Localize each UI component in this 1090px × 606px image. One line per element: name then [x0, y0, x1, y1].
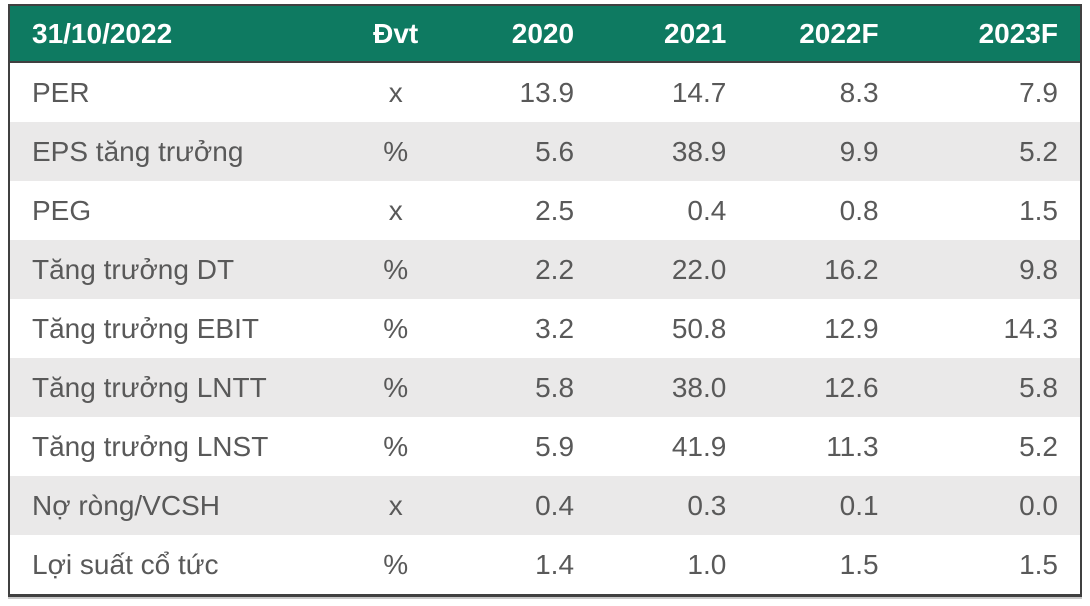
metric-unit: % [383, 430, 409, 462]
table-header: 31/10/2022 Đvt 2020 2021 2022F 2023F [9, 5, 1081, 63]
value-2021: 38.9 [671, 135, 727, 167]
value-2022f: 12.9 [824, 312, 879, 344]
table-row: Lợi suất cổ tức % 1.4 1.0 1.5 1.5 [9, 535, 1081, 596]
value-2022f: 0.1 [839, 489, 879, 521]
value-2020: 13.9 [519, 76, 575, 108]
metric-unit: % [383, 371, 409, 403]
metric-unit: % [383, 312, 409, 344]
table-row: PER x 13.9 14.7 8.3 7.9 [9, 62, 1081, 122]
value-2021: 1.0 [687, 548, 727, 580]
value-2023f: 7.9 [1019, 76, 1058, 108]
metric-label: PER [32, 76, 90, 108]
value-2020: 2.5 [535, 194, 575, 226]
value-2023f: 5.2 [1019, 135, 1058, 167]
table-row: Tăng trưởng LNTT % 5.8 38.0 12.6 5.8 [9, 358, 1081, 417]
table-row: Tăng trưởng EBIT % 3.2 50.8 12.9 14.3 [9, 299, 1081, 358]
value-2022f: 11.3 [826, 430, 879, 462]
table-row: Nợ ròng/VCSH x 0.4 0.3 0.1 0.0 [9, 476, 1081, 535]
value-2021: 38.0 [671, 371, 727, 403]
metric-unit: % [383, 253, 409, 285]
value-2020: 2.2 [535, 253, 575, 285]
value-2021: 22.0 [671, 253, 727, 285]
header-year-2021: 2021 [588, 5, 741, 63]
value-2023f: 0.0 [1019, 489, 1058, 521]
value-2021: 0.4 [687, 194, 727, 226]
table-row: Tăng trưởng DT % 2.2 22.0 16.2 9.8 [9, 240, 1081, 299]
metric-unit: % [383, 135, 409, 167]
table-row: PEG x 2.5 0.4 0.8 1.5 [9, 181, 1081, 240]
metric-unit: x [388, 194, 403, 226]
value-2020: 0.4 [535, 489, 575, 521]
value-2020: 1.4 [535, 548, 575, 580]
value-2020: 3.2 [535, 312, 575, 344]
metric-label: EPS tăng trưởng [32, 135, 244, 167]
metric-label: PEG [32, 194, 92, 226]
value-2022f: 8.3 [839, 76, 879, 108]
value-2023f: 1.5 [1019, 194, 1058, 226]
table-row: EPS tăng trưởng % 5.6 38.9 9.9 5.2 [9, 122, 1081, 181]
header-year-2023f: 2023F [892, 5, 1081, 63]
value-2023f: 1.5 [1019, 548, 1058, 580]
value-2021: 14.7 [671, 76, 727, 108]
value-2021: 0.3 [687, 489, 727, 521]
metric-unit: x [388, 489, 403, 521]
value-2020: 5.8 [535, 371, 575, 403]
header-date-cell: 31/10/2022 [9, 5, 342, 63]
metric-label: Nợ ròng/VCSH [32, 489, 220, 521]
metric-label: Tăng trưởng LNTT [32, 371, 267, 403]
table-row: Tăng trưởng LNST % 5.9 41.9 11.3 5.2 [9, 417, 1081, 476]
value-2022f: 12.6 [824, 371, 879, 403]
value-2023f: 14.3 [1003, 312, 1059, 344]
value-2022f: 16.2 [824, 253, 879, 285]
value-2022f: 0.8 [839, 194, 879, 226]
value-2023f: 9.8 [1019, 253, 1058, 285]
header-year-2022f: 2022F [740, 5, 893, 63]
value-2022f: 1.5 [839, 548, 879, 580]
value-2021: 50.8 [671, 312, 727, 344]
value-2021: 41.9 [671, 430, 727, 462]
header-year-2020: 2020 [449, 5, 589, 63]
metric-label: Tăng trưởng DT [32, 253, 235, 285]
header-row: 31/10/2022 Đvt 2020 2021 2022F 2023F [9, 5, 1081, 63]
value-2020: 5.6 [535, 135, 575, 167]
metric-unit: x [388, 76, 403, 108]
table-body: PER x 13.9 14.7 8.3 7.9 EPS tăng trưởng … [9, 62, 1081, 596]
metric-label: Tăng trưởng EBIT [32, 312, 259, 344]
value-2020: 5.9 [535, 430, 575, 462]
header-unit-cell: Đvt [341, 5, 450, 63]
financial-ratios-table: 31/10/2022 Đvt 2020 2021 2022F 2023F PER… [8, 4, 1082, 597]
value-2023f: 5.8 [1019, 371, 1058, 403]
value-2022f: 9.9 [839, 135, 879, 167]
metric-unit: % [383, 548, 409, 580]
financial-ratios-table-container: 31/10/2022 Đvt 2020 2021 2022F 2023F PER… [8, 4, 1082, 597]
value-2023f: 5.2 [1019, 430, 1058, 462]
metric-label: Tăng trưởng LNST [32, 430, 269, 462]
metric-label: Lợi suất cổ tức [32, 548, 219, 580]
